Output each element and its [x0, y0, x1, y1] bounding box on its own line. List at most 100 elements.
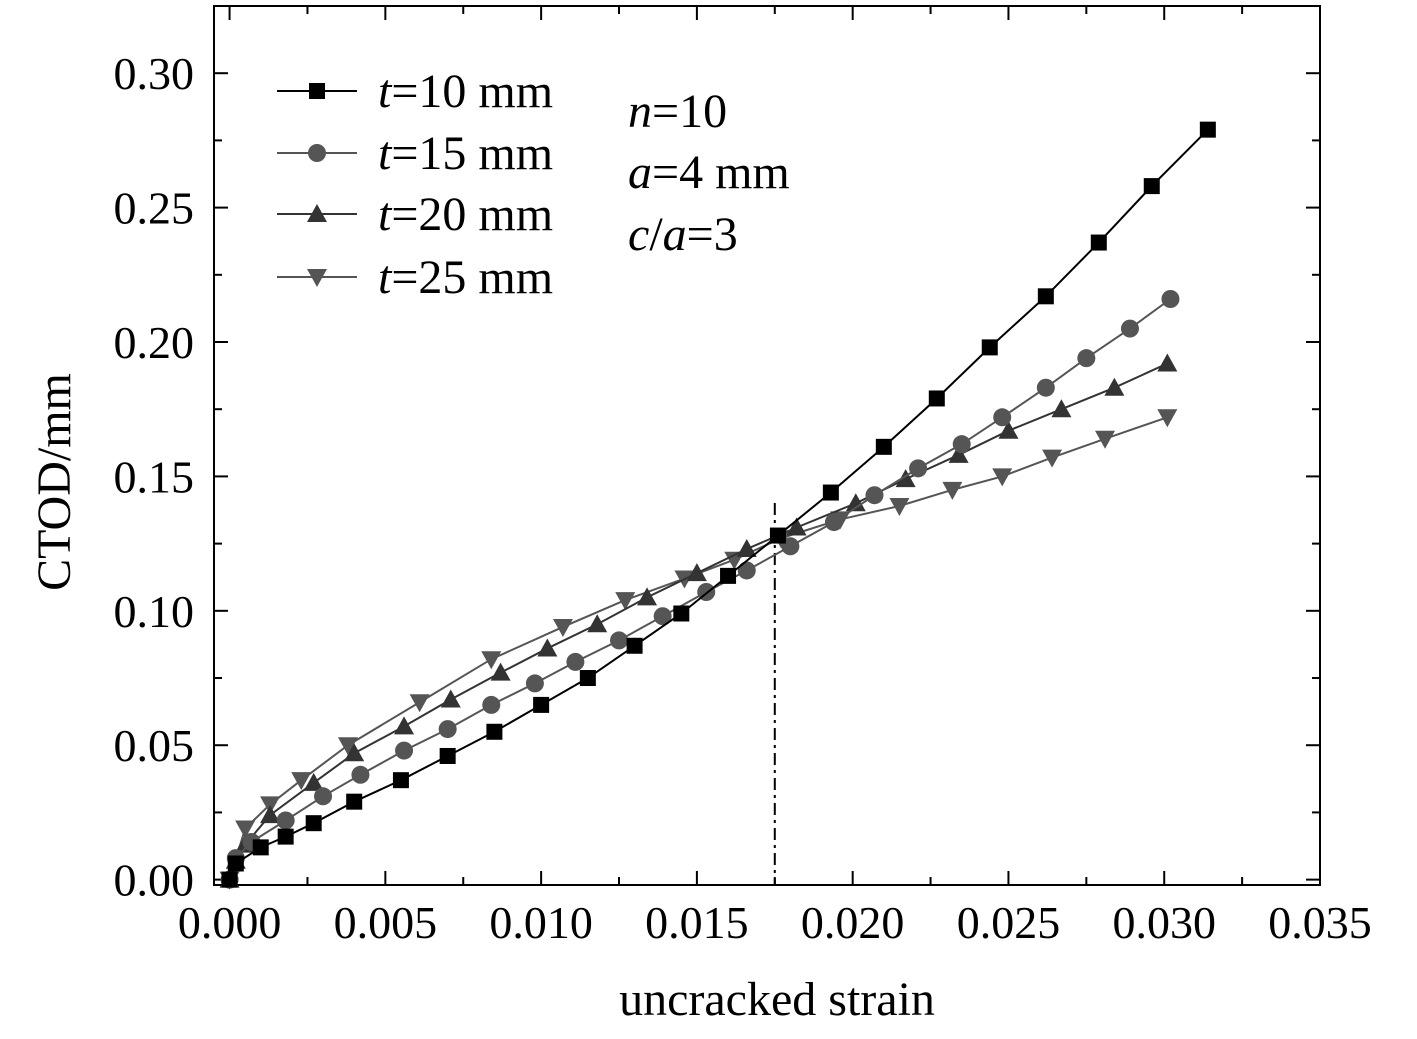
data-point — [392, 772, 409, 789]
y-axis-title: CTOD/mm — [28, 373, 81, 591]
data-point — [1036, 378, 1055, 397]
series-20mm — [219, 353, 1178, 888]
data-point — [346, 793, 363, 810]
legend-label: t=20 mm — [378, 188, 553, 241]
data-point — [579, 670, 596, 687]
data-point — [615, 592, 636, 611]
x-axis-title: uncracked strain — [619, 973, 935, 1026]
data-point — [610, 631, 629, 650]
data-point — [737, 561, 756, 580]
series-line — [228, 416, 1168, 880]
data-point — [490, 662, 511, 681]
data-point — [291, 772, 312, 791]
data-point — [895, 469, 916, 488]
data-point — [1077, 349, 1096, 368]
axes: 0.000 0.005 0.010 0.015 0.020 0.025 0.030 0.035… — [114, 5, 1372, 948]
data-point — [1157, 353, 1178, 372]
legend-label: t=10 mm — [378, 65, 553, 118]
data-point — [481, 651, 502, 670]
data-point — [438, 720, 457, 739]
data-point — [395, 741, 414, 760]
x-tick-label: 0.010 — [489, 897, 593, 948]
param-label: a=4 mm — [628, 146, 790, 199]
data-point — [824, 513, 843, 532]
legend-marker — [309, 83, 325, 99]
legend-entry: t=25 mm — [277, 251, 553, 304]
data-point — [786, 517, 807, 536]
x-tick-label: 0.030 — [1112, 897, 1216, 948]
series-group — [219, 121, 1216, 890]
data-point — [227, 855, 244, 872]
x-tick-label: 0.020 — [801, 897, 905, 948]
y-tick-label: 0.25 — [114, 183, 195, 234]
y-tick-label: 0.10 — [114, 586, 195, 637]
data-point — [552, 618, 573, 637]
series-line — [228, 362, 1168, 880]
data-point — [409, 694, 430, 713]
data-point — [1161, 290, 1180, 308]
data-point — [314, 787, 333, 806]
data-point — [686, 563, 707, 582]
x-tick-label: 0.000 — [178, 897, 282, 948]
data-point — [303, 772, 324, 791]
data-point — [587, 614, 608, 633]
data-point — [909, 459, 928, 478]
y-tick-label: 0.05 — [114, 720, 195, 771]
data-point — [525, 674, 544, 693]
data-point — [537, 638, 558, 657]
data-point — [1037, 288, 1054, 305]
legend-label: t=15 mm — [378, 127, 553, 180]
data-point — [626, 637, 643, 654]
data-point — [1090, 234, 1107, 251]
data-point — [394, 716, 415, 735]
x-tick-label: 0.035 — [1268, 897, 1372, 948]
legend-entry: t=10 mm — [277, 65, 553, 118]
legend-entry: t=20 mm — [277, 188, 553, 241]
data-point — [769, 527, 786, 544]
data-point — [1095, 430, 1116, 449]
data-point — [875, 438, 892, 455]
data-point — [889, 497, 910, 516]
x-tick-label: 0.025 — [957, 897, 1061, 948]
data-point — [276, 811, 295, 830]
data-point — [482, 695, 501, 714]
data-point — [344, 743, 365, 762]
data-point — [486, 723, 503, 740]
series-10mm — [221, 121, 1216, 888]
data-point — [1157, 409, 1178, 428]
y-tick-label: 0.00 — [114, 855, 195, 906]
legend-marker — [307, 269, 327, 287]
data-point — [948, 444, 969, 463]
data-point — [1042, 449, 1063, 468]
data-point — [235, 820, 256, 839]
data-point — [736, 538, 757, 557]
data-point — [337, 737, 358, 756]
data-point — [533, 696, 550, 713]
data-point — [351, 765, 370, 784]
data-point — [653, 607, 672, 626]
y-tick-label: 0.20 — [114, 317, 195, 368]
param-label: n=10 — [628, 85, 727, 138]
data-point — [998, 420, 1019, 439]
data-point — [673, 605, 690, 622]
legend-entry: t=15 mm — [277, 127, 553, 180]
data-point — [221, 871, 238, 888]
data-point — [1051, 399, 1072, 418]
data-point — [992, 468, 1013, 487]
y-tick-label: 0.15 — [114, 451, 195, 502]
data-point — [1143, 178, 1160, 195]
data-point — [440, 689, 461, 708]
data-point — [942, 481, 963, 500]
legend: t=10 mm t=15 mm t=20 mm t=25 mm — [277, 65, 553, 304]
data-point — [566, 652, 585, 671]
legend-label: t=25 mm — [378, 251, 553, 304]
legend-marker — [307, 204, 327, 222]
data-point — [952, 435, 971, 454]
data-point — [277, 828, 294, 845]
data-point — [637, 587, 658, 606]
data-point — [993, 408, 1012, 427]
data-point — [865, 486, 884, 505]
data-point — [1199, 121, 1216, 138]
data-point — [1104, 377, 1125, 396]
